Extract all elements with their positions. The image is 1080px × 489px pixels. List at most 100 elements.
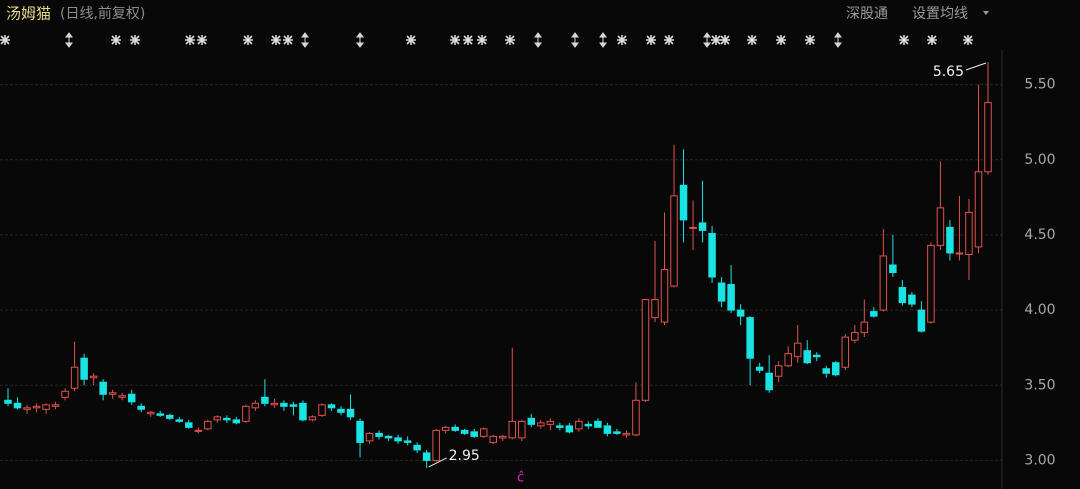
candle-body [965,211,973,255]
star-marker [0,35,10,45]
candle-body [803,350,811,364]
star-marker [243,35,253,45]
candle-body [527,417,536,425]
candle-body [651,299,659,319]
annotation-arrow [965,62,987,71]
star-marker [463,35,473,45]
star-marker [963,35,973,45]
star-marker [720,35,730,45]
star-marker [711,35,721,45]
candle-body [917,309,926,332]
event-icon: ĉ [517,471,524,486]
candle-body [499,435,507,439]
star-marker [927,35,937,45]
dropdown-arrow[interactable] [983,11,989,15]
candle-body [32,405,41,409]
candle-body [793,342,802,358]
star-marker [450,35,460,45]
y-tick-label: 4.00 [1024,302,1055,318]
star-marker [776,35,786,45]
y-tick-label: 3.50 [1024,377,1055,393]
candle-body [575,420,583,430]
candle-body [698,222,707,231]
arrow-marker [301,32,309,48]
candle-body [460,429,469,434]
candle-body [860,321,869,334]
candle-body [375,432,383,437]
candle-body [146,411,155,415]
candle-body [870,311,878,317]
candle-body [736,309,745,317]
candle-body [242,405,250,422]
candle-body [365,432,374,442]
candle-body [261,396,269,404]
star-marker [185,35,195,45]
candle-body [165,414,174,419]
star-marker [617,35,627,45]
button[interactable]: 设置均线 [912,6,968,22]
candle-body [327,404,336,409]
candle-body [137,405,145,410]
candle-body [156,413,164,416]
candle-body [489,435,497,443]
candle-body [594,420,602,428]
candle-body [470,431,478,437]
star-marker [646,35,656,45]
candle-body [51,404,60,407]
candle-body [537,422,545,427]
star-marker [747,35,757,45]
candle-body [556,425,564,428]
candle-body [546,420,555,425]
candle-body [108,392,117,395]
candle-body [13,402,22,409]
candle-body [927,244,935,323]
y-tick-label: 4.50 [1024,227,1055,243]
y-tick-label: 5.50 [1024,77,1055,93]
star-marker [283,35,293,45]
candle-body [451,426,459,431]
candle-body [565,425,574,433]
star-marker [271,35,281,45]
button[interactable]: 深股通 [846,6,888,22]
chart-mode: (日线,前复权) [60,5,145,22]
candle-body [508,420,517,439]
candle-body [356,420,364,443]
candle-body [204,420,212,430]
candle-body [251,402,260,409]
candle-body [889,264,897,274]
arrow-marker [834,32,842,48]
star-marker [805,35,815,45]
candle-body [4,399,12,404]
min-annotation: 2.95 [449,448,480,464]
candle-body [832,362,840,376]
candle-body [394,437,402,442]
y-tick-label: 5.00 [1024,152,1055,168]
candle-body [584,423,593,427]
arrow-marker [534,32,542,48]
candle-body [841,336,850,368]
candle-body [80,357,88,380]
candle-body [670,195,678,287]
candle-body [755,366,764,371]
candle-body [717,282,726,302]
candle-body [280,402,288,407]
candle-body [974,171,983,248]
candle-body [908,294,916,305]
candle-body [812,354,821,358]
star-marker [130,35,140,45]
candle-body [403,440,412,443]
candle-body [413,444,421,451]
candle-body [42,404,50,410]
candle-body [518,420,526,439]
arrow-marker [65,32,73,48]
candle-body [337,408,345,413]
candle-body [746,317,754,359]
candle-body [70,366,79,389]
star-marker [477,35,487,45]
candle-body [622,432,631,436]
star-marker [406,35,416,45]
candle-body [946,226,954,254]
candle-body [641,299,650,401]
max-annotation: 5.65 [933,64,964,80]
